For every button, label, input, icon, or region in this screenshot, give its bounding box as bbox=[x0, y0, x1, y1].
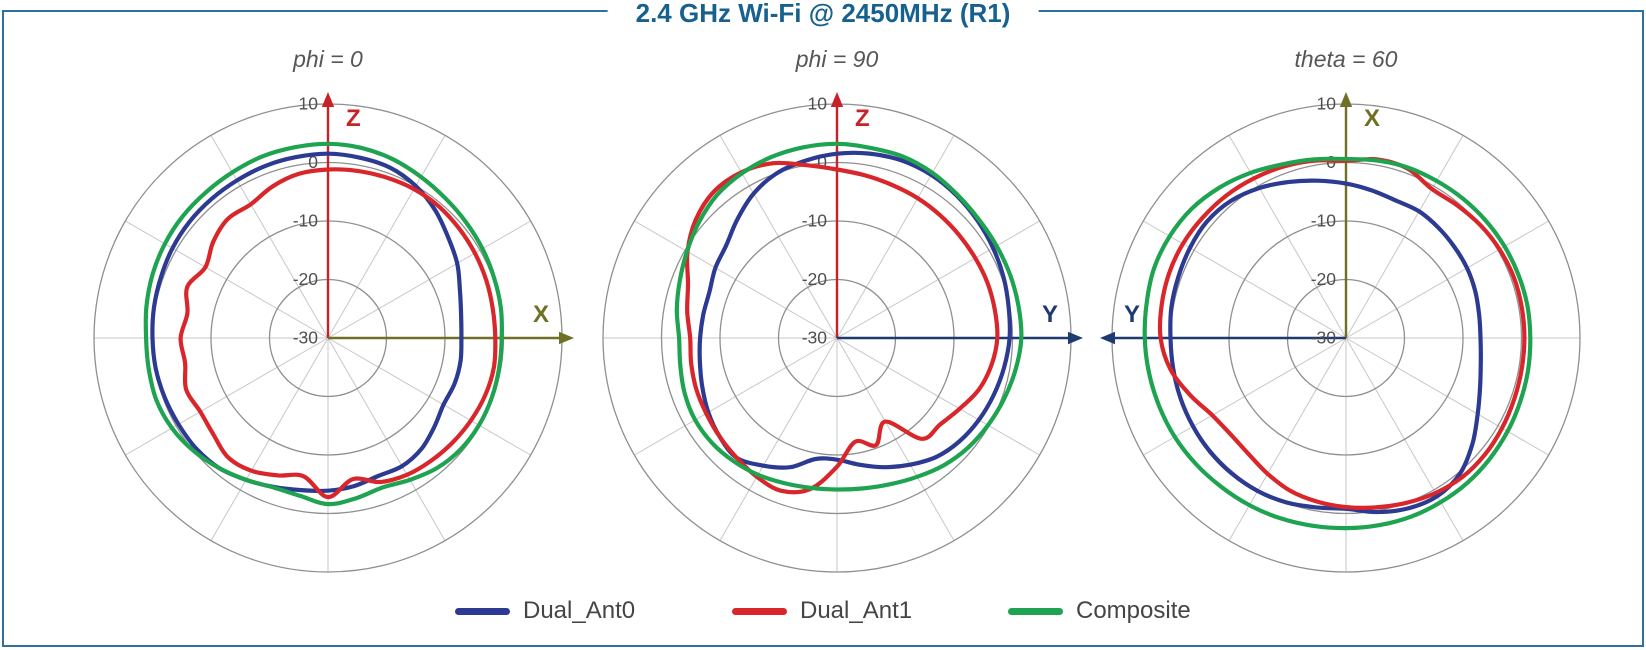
curve-dual_ant1 bbox=[1157, 156, 1527, 510]
legend: Dual_Ant0 Dual_Ant1 Composite bbox=[0, 594, 1646, 628]
axis-label-x: X bbox=[533, 301, 549, 328]
polar-plot-svg-1: Z Y 10 0 -10 -20 -30 bbox=[602, 92, 1083, 573]
radial-tick-label: -10 bbox=[1311, 211, 1337, 231]
axis-label-z: Z bbox=[855, 105, 870, 132]
curve-composite bbox=[674, 141, 1024, 492]
plot-title-theta60: theta = 60 bbox=[1294, 46, 1398, 72]
polar-plot-svg-0: Z X 10 0 -10 -20 -30 bbox=[93, 92, 574, 573]
axis-label-y: Y bbox=[1042, 301, 1058, 328]
curve-composite bbox=[1142, 156, 1533, 531]
curve-composite bbox=[143, 141, 504, 507]
radial-tick-label: -30 bbox=[802, 328, 828, 348]
radial-tick-label: -10 bbox=[802, 211, 828, 231]
legend-item-dual-ant0: Dual_Ant0 bbox=[455, 594, 635, 628]
axis-arrow-z-icon bbox=[830, 92, 844, 107]
legend-swatch bbox=[732, 607, 787, 615]
axis-label-y: Y bbox=[1124, 301, 1140, 328]
radial-tick-label: -20 bbox=[802, 269, 828, 289]
radial-tick-label: -30 bbox=[1311, 328, 1337, 348]
axis-arrow-z-icon bbox=[321, 92, 335, 107]
plot-title-phi0: phi = 0 bbox=[293, 46, 363, 72]
curve-dual_ant1 bbox=[178, 167, 498, 500]
legend-swatch bbox=[455, 607, 510, 615]
legend-item-composite: Composite bbox=[1008, 594, 1191, 628]
curve-dual_ant1 bbox=[684, 160, 1000, 495]
figure-title: 2.4 GHz Wi-Fi @ 2450MHz (R1) bbox=[607, 0, 1039, 26]
radial-tick-label: 10 bbox=[299, 94, 319, 114]
legend-label: Dual_Ant1 bbox=[800, 597, 913, 624]
legend-swatch bbox=[1008, 607, 1063, 615]
axis-label-z: Z bbox=[346, 105, 361, 132]
plot-title-phi90: phi = 90 bbox=[795, 46, 879, 72]
axis-arrow-x-icon bbox=[1339, 92, 1353, 107]
curve-dual_ant0 bbox=[697, 150, 1012, 470]
axis-arrow-x-icon bbox=[559, 331, 574, 345]
radial-tick-label: -30 bbox=[293, 328, 319, 348]
legend-label: Dual_Ant0 bbox=[523, 597, 636, 624]
radial-tick-label: 0 bbox=[308, 152, 318, 172]
radial-tick-label: 0 bbox=[817, 152, 827, 172]
radial-tick-label: 10 bbox=[808, 94, 828, 114]
radial-tick-label: -20 bbox=[1311, 269, 1337, 289]
radial-tick-label: 10 bbox=[1317, 94, 1337, 114]
radial-tick-label: -20 bbox=[293, 269, 319, 289]
curve-dual_ant0 bbox=[150, 151, 464, 494]
axis-arrow-y-icon bbox=[1068, 331, 1083, 345]
axis-arrow-y-icon bbox=[1100, 331, 1115, 345]
radial-tick-label: -10 bbox=[293, 211, 319, 231]
legend-item-dual-ant1: Dual_Ant1 bbox=[732, 594, 912, 628]
legend-label: Composite bbox=[1076, 597, 1191, 624]
axis-label-x: X bbox=[1364, 105, 1380, 132]
